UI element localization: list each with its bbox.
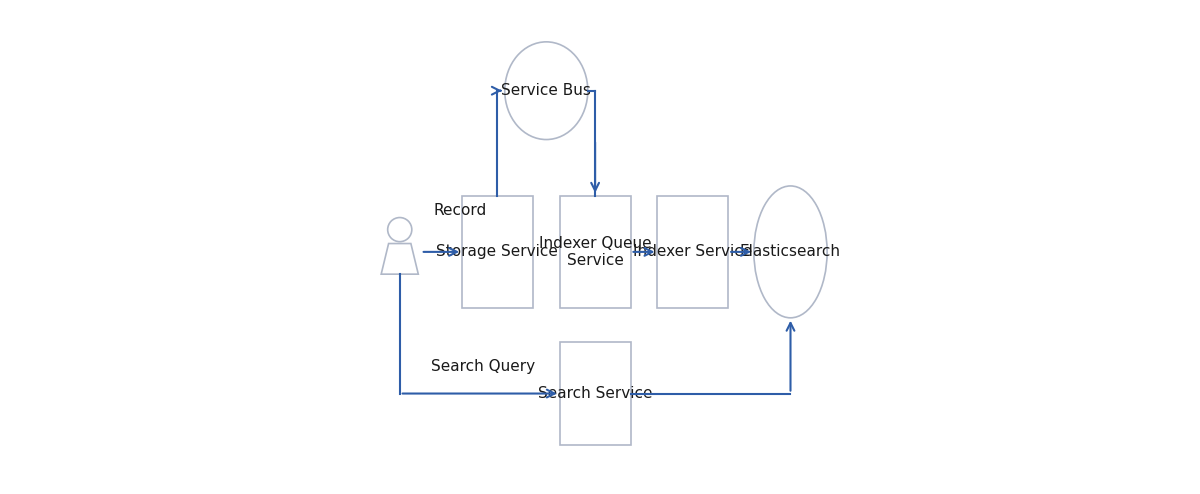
FancyBboxPatch shape bbox=[462, 196, 533, 308]
Ellipse shape bbox=[754, 186, 827, 318]
Ellipse shape bbox=[505, 42, 588, 139]
Text: Indexer Queue
Service: Indexer Queue Service bbox=[539, 236, 652, 268]
Text: Elasticsearch: Elasticsearch bbox=[740, 245, 841, 259]
FancyBboxPatch shape bbox=[658, 196, 728, 308]
Text: Storage Service: Storage Service bbox=[437, 245, 558, 259]
Polygon shape bbox=[382, 244, 419, 274]
Text: Service Bus: Service Bus bbox=[502, 83, 592, 98]
Text: Search Service: Search Service bbox=[538, 386, 653, 401]
Circle shape bbox=[388, 217, 412, 242]
Text: Search Query: Search Query bbox=[432, 359, 535, 374]
FancyBboxPatch shape bbox=[559, 342, 630, 445]
Text: Record: Record bbox=[434, 203, 487, 218]
FancyBboxPatch shape bbox=[559, 196, 630, 308]
Text: Indexer Service: Indexer Service bbox=[634, 245, 752, 259]
